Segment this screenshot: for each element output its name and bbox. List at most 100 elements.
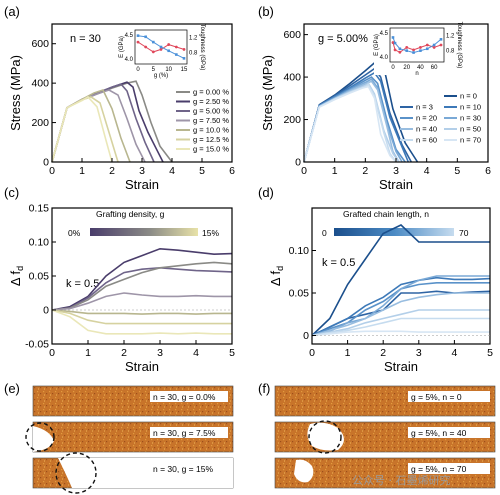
series-line-a-0 <box>51 80 173 163</box>
legend-label-b-7: n = 60 <box>416 136 437 145</box>
inset-x-tick-b: 60 <box>431 65 438 71</box>
y-tick-label-a: 200 <box>31 117 49 129</box>
legend-label-a-3: g = 7.50 % <box>193 116 229 125</box>
legend-label-b-3: n = 20 <box>416 114 437 123</box>
x-tick-label-d: 4 <box>451 347 457 359</box>
series-line-c-2 <box>51 261 233 311</box>
inset-toughness-point-b <box>398 47 402 51</box>
inset-toughness-point-b <box>405 49 409 52</box>
inset-E-point-a <box>151 50 155 54</box>
inset-E-point-b <box>405 46 409 49</box>
series-line-c-0 <box>51 247 233 311</box>
panel-label-c: (c) <box>4 185 19 200</box>
legend-label-b-1: n = 3 <box>416 103 433 112</box>
inset-toughness-point-a <box>159 45 163 49</box>
inset-toughness-point-b <box>412 51 415 54</box>
snapshot-f-1: g = 5%, n = 0 <box>274 385 496 417</box>
annotation-a: n = 30 <box>70 33 101 45</box>
legend-label-b-8: n = 70 <box>460 136 481 145</box>
series-line-d-7 <box>311 317 490 337</box>
annotation-d: k = 0.5 <box>322 257 355 269</box>
inset-E-point-b <box>391 41 395 44</box>
inset-E-point-a <box>174 45 178 49</box>
inset-y-left-label-b: E (GPa) <box>374 34 380 56</box>
y-axis-label-b: Stress (MPa) <box>260 55 275 131</box>
inset-y-left-tick-a: 4.0 <box>125 57 134 63</box>
y-tick-label-b: 400 <box>283 72 301 84</box>
y-tick-label-d: 0.05 <box>289 288 310 300</box>
inset-toughness-point-b <box>439 38 443 41</box>
y-tick-label-c: -0.05 <box>25 339 49 351</box>
y-tick-label-b: 200 <box>283 114 301 126</box>
x-axis-label-b: Strain <box>379 177 413 192</box>
y-tick-label-d: 0 <box>303 330 309 342</box>
x-tick-label-a: 2 <box>109 165 115 177</box>
series-line-d-2 <box>311 276 491 337</box>
y-tick-label-a: 0 <box>43 157 49 169</box>
colorbar-d-max: 70 <box>459 228 469 238</box>
series-line-a-5 <box>51 96 119 163</box>
x-tick-label-a: 3 <box>139 165 145 177</box>
y-tick-label-c: 0 <box>43 305 49 317</box>
inset-E-point-a <box>167 43 171 46</box>
inset-y-left-label-a: E (GPa) <box>119 36 125 58</box>
x-tick-label-d: 3 <box>416 347 422 359</box>
colorbar-c-max: 15% <box>202 228 219 238</box>
snapshot-f-3-label: g = 5%, n = 70 <box>411 464 467 474</box>
series-line-c-4 <box>51 309 232 315</box>
inset-toughness-point-a <box>144 35 147 39</box>
inset-toughness-point-a <box>136 34 140 37</box>
series-line-c-5 <box>51 309 232 325</box>
inset-x-tick-a: 15 <box>181 67 188 73</box>
x-tick-label-d: 2 <box>380 347 386 359</box>
crack-highlight <box>55 452 97 494</box>
inset-y-right-label-b: Toughness (GPa) <box>456 22 462 69</box>
panel-label-d: (d) <box>258 185 274 200</box>
x-tick-label-d: 1 <box>345 347 351 359</box>
inset-toughness-point-b <box>425 47 429 51</box>
watermark: 公众号 · 石墨烯研究 <box>352 473 451 487</box>
annotation-c: k = 0.5 <box>66 278 99 290</box>
y-tick-label-a: 400 <box>31 78 49 90</box>
x-tick-label-d: 5 <box>487 347 493 359</box>
colorbar-c <box>90 228 198 236</box>
x-tick-label-b: 4 <box>424 165 430 177</box>
x-tick-label-a: 5 <box>199 165 205 177</box>
inset-toughness-point-b <box>432 43 436 47</box>
legend-label-b-4: n = 30 <box>460 114 481 123</box>
x-tick-label-c: 0 <box>49 347 55 359</box>
colorbar-d-title: Grafted chain length, n <box>343 209 429 219</box>
inset-toughness-point-b <box>393 41 397 45</box>
colorbar-d-min: 0 <box>322 228 327 238</box>
x-axis-label-d: Strain <box>384 359 418 374</box>
snapshot-f-3: g = 5%, n = 70 <box>274 457 496 489</box>
inset-E-point-b <box>419 46 422 49</box>
inset-E-point-b <box>439 43 443 47</box>
series-line-b-0 <box>303 58 419 163</box>
inset-frame-a <box>134 29 188 65</box>
x-tick-label-a: 6 <box>229 165 235 177</box>
series-line-a-3 <box>51 89 146 163</box>
series-line-c-1 <box>51 266 233 311</box>
crack-highlight <box>308 420 342 454</box>
inset-y-left-tick-b: 4.5 <box>380 31 389 37</box>
x-tick-label-c: 5 <box>229 347 235 359</box>
series-line-d-0 <box>311 224 490 337</box>
legend-label-b-0: n = 0 <box>460 92 477 101</box>
crack-highlight <box>25 422 55 452</box>
series-line-b-8 <box>303 85 397 163</box>
inset-x-tick-a: 10 <box>165 67 172 73</box>
series-line-a-6 <box>51 95 113 163</box>
panel-label-a: (a) <box>4 4 20 19</box>
inset-x-tick-b: 40 <box>417 65 424 71</box>
colorbar-c-title: Grafting density, g <box>96 209 165 219</box>
y-tick-label-d: 0.10 <box>289 245 310 257</box>
inset-x-tick-a: 5 <box>152 67 156 73</box>
inset-E-point-a <box>182 48 186 51</box>
series-line-d-6 <box>311 309 490 337</box>
colorbar-c-min: 0% <box>68 228 81 238</box>
panel-label-b: (b) <box>258 4 274 19</box>
x-tick-label-b: 5 <box>454 165 460 177</box>
inset-frame-b <box>389 27 445 63</box>
